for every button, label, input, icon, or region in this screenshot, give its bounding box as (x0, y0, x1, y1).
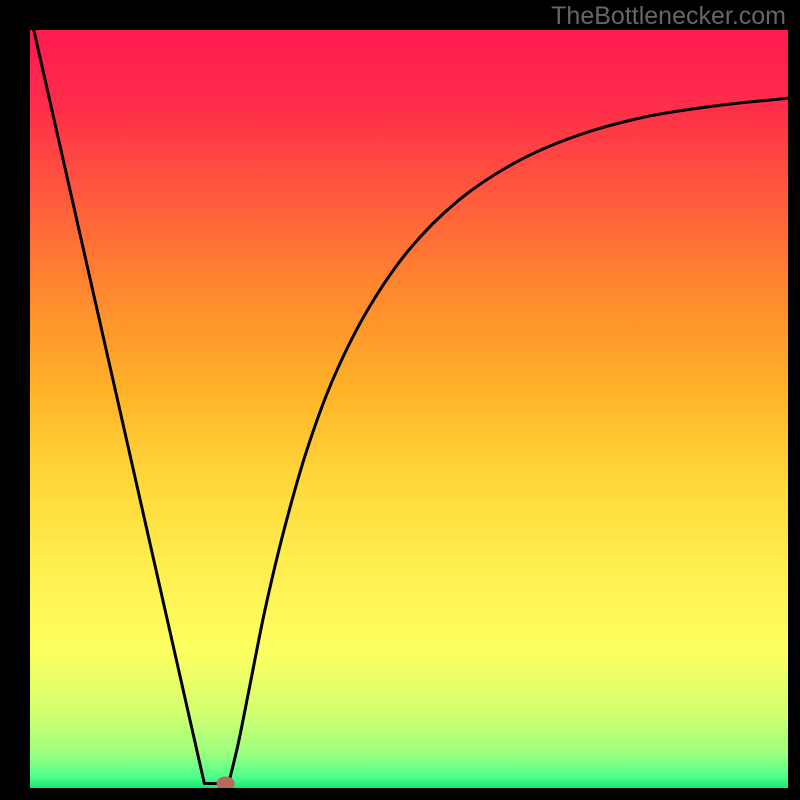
border-left (0, 0, 30, 800)
plot-area (30, 30, 788, 788)
watermark-text: TheBottlenecker.com (551, 2, 786, 31)
chart-frame: TheBottlenecker.com (0, 0, 800, 800)
border-right (788, 0, 800, 800)
plot-svg (30, 30, 788, 788)
gradient-background (30, 30, 788, 788)
border-bottom (0, 788, 800, 800)
